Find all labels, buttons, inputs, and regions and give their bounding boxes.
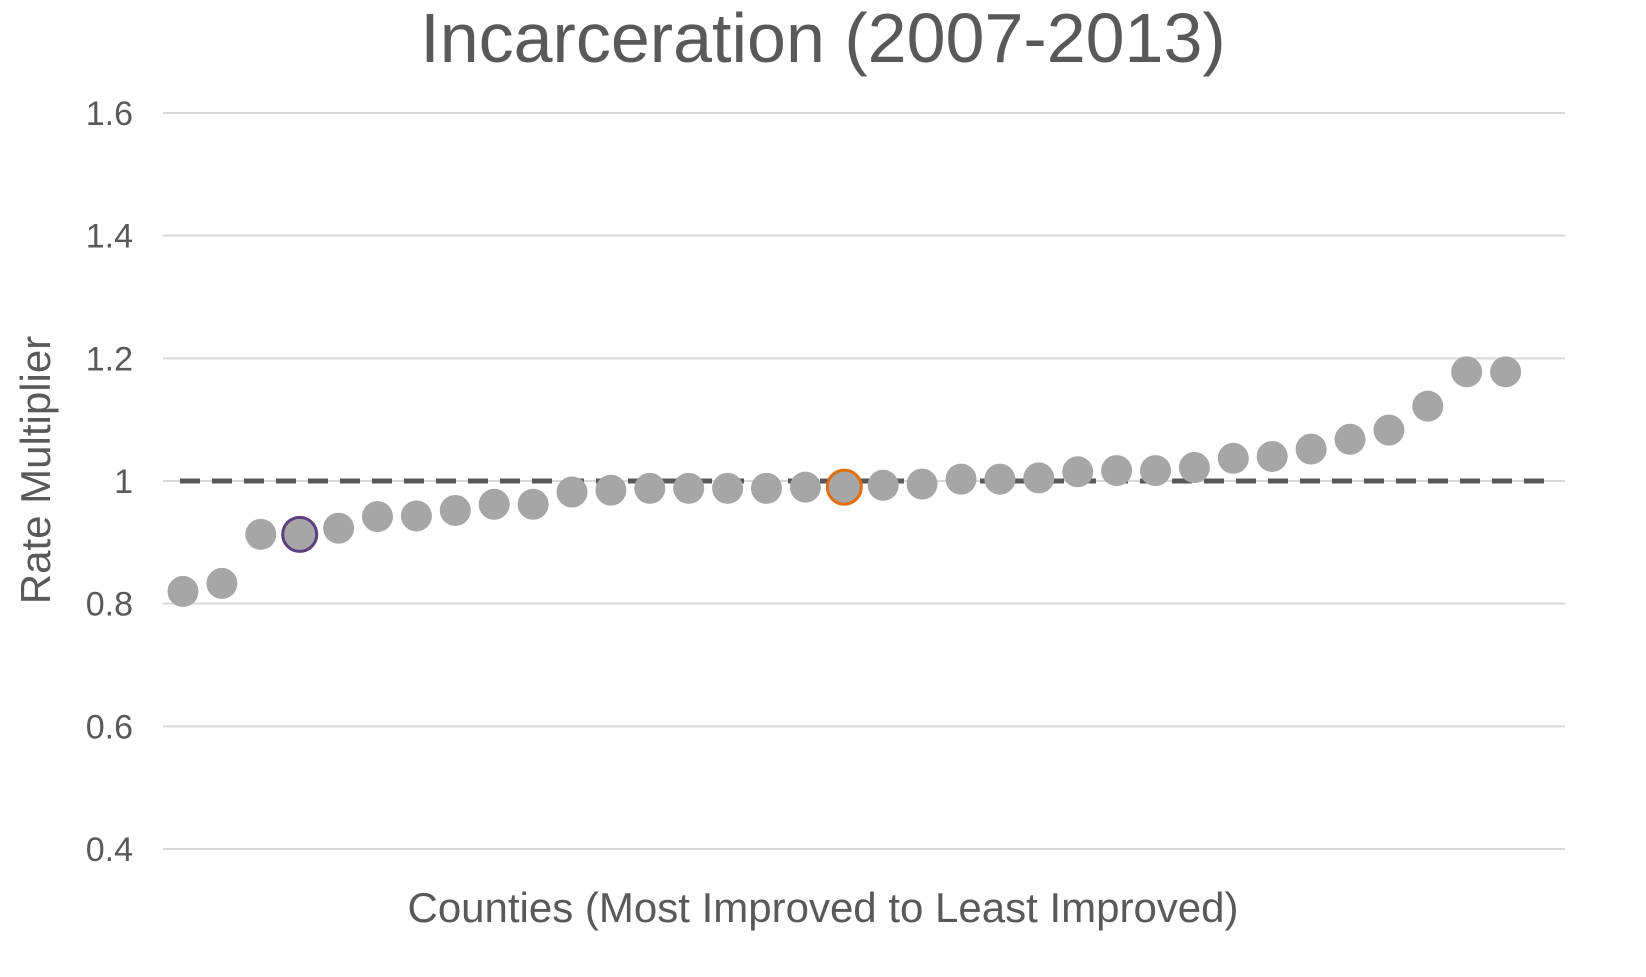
data-point-highlighted — [281, 515, 319, 553]
y-tick-label: 1.6 — [86, 95, 133, 133]
data-point — [1023, 462, 1055, 494]
y-tick-label: 1.4 — [86, 218, 133, 256]
data-point — [517, 488, 549, 520]
data-point — [945, 463, 977, 495]
data-point — [906, 468, 938, 500]
data-point — [167, 575, 199, 607]
data-point — [789, 471, 821, 503]
y-tick-label: 0.8 — [86, 586, 133, 624]
grid-lines — [163, 112, 1565, 850]
y-axis-label: Rate Multiplier — [12, 336, 59, 604]
data-point — [1373, 414, 1405, 446]
data-point — [478, 488, 510, 520]
data-point — [1140, 455, 1171, 487]
y-tick-label: 0.4 — [86, 831, 133, 869]
data-point — [634, 472, 666, 504]
data-point — [867, 469, 899, 501]
data-point — [556, 476, 588, 508]
data-point — [439, 494, 471, 526]
data-point — [1295, 433, 1327, 465]
data-point — [1490, 356, 1522, 388]
data-point — [595, 474, 627, 506]
y-tick-label: 1.2 — [86, 340, 133, 378]
data-point — [400, 500, 432, 532]
data-point — [362, 501, 393, 533]
data-point — [1101, 455, 1133, 487]
data-point — [751, 472, 782, 504]
data-point — [712, 472, 744, 504]
data-point — [1217, 442, 1249, 474]
data-point — [245, 518, 277, 550]
y-tick-label: 1 — [114, 463, 133, 501]
x-axis-label: Counties (Most Improved to Least Improve… — [407, 884, 1238, 931]
data-point-highlighted — [825, 468, 863, 506]
data-points — [167, 356, 1522, 607]
data-point — [1412, 390, 1444, 422]
y-tick-label: 0.6 — [86, 708, 133, 746]
chart-title: Incarceration (2007-2013) — [420, 0, 1225, 77]
data-point — [1256, 440, 1288, 472]
data-point — [673, 472, 705, 504]
data-point — [1334, 423, 1366, 455]
data-point — [1451, 356, 1483, 388]
data-point — [1178, 452, 1210, 484]
y-axis-ticks: 0.4 0.6 0.8 1 1.2 1.4 1.6 — [86, 95, 133, 869]
data-point — [206, 567, 238, 599]
data-point — [1062, 456, 1094, 488]
data-point — [984, 463, 1016, 495]
data-point — [323, 512, 355, 544]
